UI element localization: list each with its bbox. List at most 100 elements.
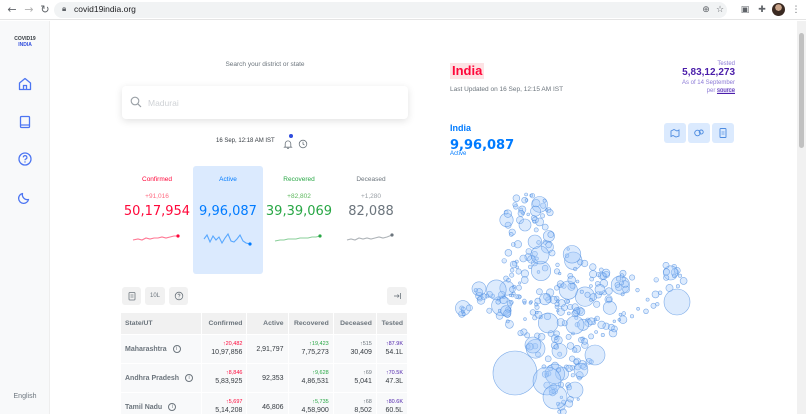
district-bubble[interactable] — [508, 228, 516, 236]
district-bubble[interactable] — [535, 310, 539, 315]
district-bubble[interactable] — [523, 317, 527, 321]
district-bubble[interactable] — [594, 284, 606, 295]
district-bubble[interactable] — [508, 232, 514, 237]
district-bubble[interactable] — [645, 297, 650, 302]
district-bubble[interactable] — [460, 306, 466, 312]
moon-icon[interactable] — [17, 189, 33, 205]
district-bubble[interactable] — [520, 269, 529, 278]
district-bubble[interactable] — [630, 314, 635, 319]
district-bubble[interactable] — [597, 320, 606, 329]
district-bubble[interactable] — [556, 280, 565, 288]
district-bubble[interactable] — [567, 275, 576, 285]
bubble-view-button[interactable] — [688, 123, 710, 143]
district-bubble[interactable] — [540, 240, 554, 254]
district-bubble[interactable] — [515, 268, 522, 275]
district-bubble[interactable] — [558, 280, 578, 300]
district-bubble[interactable] — [561, 304, 568, 311]
district-bubble[interactable] — [497, 308, 502, 313]
district-bubble[interactable] — [567, 311, 571, 316]
table-row[interactable]: Maharashtra i ↑20,482 10,97,856 2,91,797 ↑… — [121, 335, 407, 363]
district-bubble[interactable] — [541, 264, 549, 272]
district-bubble[interactable] — [554, 336, 558, 341]
search-box[interactable] — [122, 86, 408, 119]
hotspot-bubble[interactable] — [492, 350, 538, 396]
district-bubble[interactable] — [678, 273, 683, 278]
column-header[interactable]: State/UT — [121, 313, 202, 334]
district-bubble[interactable] — [581, 338, 588, 345]
district-bubble[interactable] — [596, 272, 602, 278]
district-bubble[interactable] — [503, 209, 513, 218]
district-bubble[interactable] — [571, 310, 579, 318]
district-bubble[interactable] — [530, 205, 541, 217]
district-bubble[interactable] — [675, 284, 680, 289]
info-icon[interactable]: i — [172, 345, 181, 353]
district-bubble[interactable] — [589, 297, 593, 302]
district-bubble[interactable] — [564, 253, 570, 258]
district-bubble[interactable] — [554, 285, 560, 291]
district-bubble[interactable] — [512, 202, 518, 208]
district-bubble[interactable] — [539, 293, 551, 306]
district-bubble[interactable] — [615, 284, 623, 292]
column-header[interactable]: Confirmed — [202, 313, 247, 334]
column-header[interactable]: Deceased — [333, 313, 376, 334]
district-bubble[interactable] — [542, 198, 547, 203]
district-bubble[interactable] — [537, 312, 559, 334]
state-cell[interactable]: Tamil Nadu i — [121, 393, 202, 414]
column-header[interactable]: Recovered — [288, 313, 333, 334]
district-bubble[interactable] — [524, 192, 528, 197]
district-bubble[interactable] — [589, 276, 594, 282]
page-scrollbar[interactable] — [797, 21, 806, 414]
district-bubble[interactable] — [565, 333, 572, 340]
hotspot-bubble[interactable] — [565, 315, 585, 335]
hotspot-bubble[interactable] — [566, 381, 584, 399]
district-bubble[interactable] — [607, 323, 615, 331]
district-bubble[interactable] — [651, 290, 660, 299]
india-bubble-map[interactable] — [455, 185, 785, 414]
abbreviate-toggle-button[interactable]: 10L — [145, 287, 165, 305]
district-bubble[interactable] — [546, 209, 554, 217]
district-bubble[interactable] — [593, 300, 601, 308]
district-bubble[interactable] — [518, 205, 527, 214]
district-bubble[interactable] — [531, 260, 552, 281]
district-bubble[interactable] — [547, 231, 555, 238]
hotspot-bubble[interactable] — [530, 245, 550, 265]
district-bubble[interactable] — [506, 277, 511, 283]
district-bubble[interactable] — [672, 273, 677, 279]
district-bubble[interactable] — [514, 294, 520, 299]
hotspot-bubble[interactable] — [584, 344, 606, 366]
district-bubble[interactable] — [577, 318, 590, 331]
district-bubble[interactable] — [548, 249, 556, 257]
district-bubble[interactable] — [553, 344, 560, 350]
district-bubble[interactable] — [545, 241, 552, 249]
district-bubble[interactable] — [578, 336, 585, 343]
district-bubble[interactable] — [537, 333, 546, 341]
help-icon[interactable] — [17, 151, 33, 167]
district-bubble[interactable] — [553, 330, 560, 337]
district-bubble[interactable] — [615, 276, 622, 282]
district-bubble[interactable] — [520, 276, 529, 284]
language-switcher[interactable]: English — [13, 393, 37, 400]
state-cell[interactable]: Maharashtra i — [121, 335, 202, 363]
district-bubble[interactable] — [617, 318, 622, 322]
district-bubble[interactable] — [525, 248, 533, 255]
district-bubble[interactable] — [508, 293, 512, 297]
table-info-button[interactable] — [169, 287, 188, 305]
district-bubble[interactable] — [575, 279, 580, 284]
district-bubble[interactable] — [599, 267, 604, 273]
district-bubble[interactable] — [608, 328, 618, 338]
district-bubble[interactable] — [605, 296, 612, 303]
district-bubble[interactable] — [618, 312, 623, 317]
source-link[interactable]: source — [716, 88, 735, 94]
stat-active[interactable]: Active 9,96,087 — [193, 166, 263, 274]
district-bubble[interactable] — [556, 401, 561, 406]
district-bubble[interactable] — [517, 330, 524, 337]
district-bubble[interactable] — [556, 309, 560, 313]
district-bubble[interactable] — [536, 270, 541, 274]
district-bubble[interactable] — [535, 217, 544, 227]
district-bubble[interactable] — [531, 259, 539, 267]
district-bubble[interactable] — [490, 293, 495, 299]
district-bubble[interactable] — [566, 342, 575, 350]
district-bubble[interactable] — [504, 249, 513, 257]
district-bubble[interactable] — [589, 359, 594, 365]
district-bubble[interactable] — [509, 260, 518, 269]
